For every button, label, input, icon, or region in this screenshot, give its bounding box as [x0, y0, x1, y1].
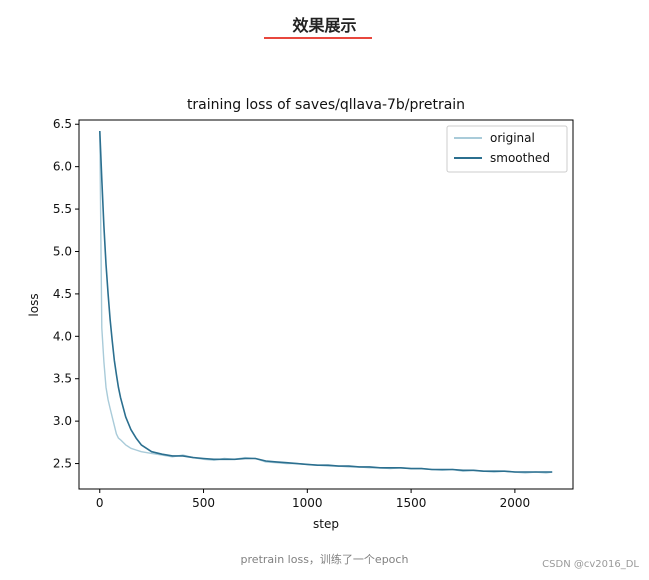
page-heading: 效果展示: [292, 16, 357, 35]
y-axis-label: loss: [27, 293, 41, 316]
y-tick-label: 4.0: [53, 329, 72, 343]
y-tick-label: 5.5: [53, 202, 72, 216]
chart-title: training loss of saves/qllava-7b/pretrai…: [187, 97, 465, 113]
y-tick-label: 5.0: [53, 244, 72, 258]
x-tick-label: 0: [96, 496, 104, 510]
plot-area: [78, 119, 574, 490]
y-tick-label: 3.0: [53, 414, 72, 428]
series-line-original: [99, 132, 553, 474]
y-tick-label: 6.5: [53, 117, 72, 131]
y-tick-label: 3.5: [53, 372, 72, 386]
series-lines: [99, 130, 553, 474]
x-tick-label: 1000: [292, 496, 323, 510]
y-tick-label: 6.0: [53, 160, 72, 174]
x-axis-label: step: [313, 517, 339, 531]
heading-underline: [264, 37, 372, 39]
legend-original-label: original: [490, 131, 535, 145]
legend-smoothed-label: smoothed: [490, 151, 550, 165]
series-line-smoothed: [99, 130, 553, 473]
x-tick-label: 2000: [500, 496, 531, 510]
x-tick-label: 1500: [396, 496, 427, 510]
figure-caption: pretrain loss，训练了一个epoch: [240, 553, 409, 566]
x-tick-label: 500: [192, 496, 215, 510]
axis-ticks: 0 500 1000 1500 2000 2.5 3.0 3.5 4.0 4.5 5.0 5.5 6.0…: [53, 117, 530, 510]
chart-legend: original smoothed: [446, 125, 568, 173]
y-tick-label: 2.5: [53, 457, 72, 471]
y-tick-label: 4.5: [53, 287, 72, 301]
watermark-text: CSDN @cv2016_DL: [542, 559, 639, 570]
